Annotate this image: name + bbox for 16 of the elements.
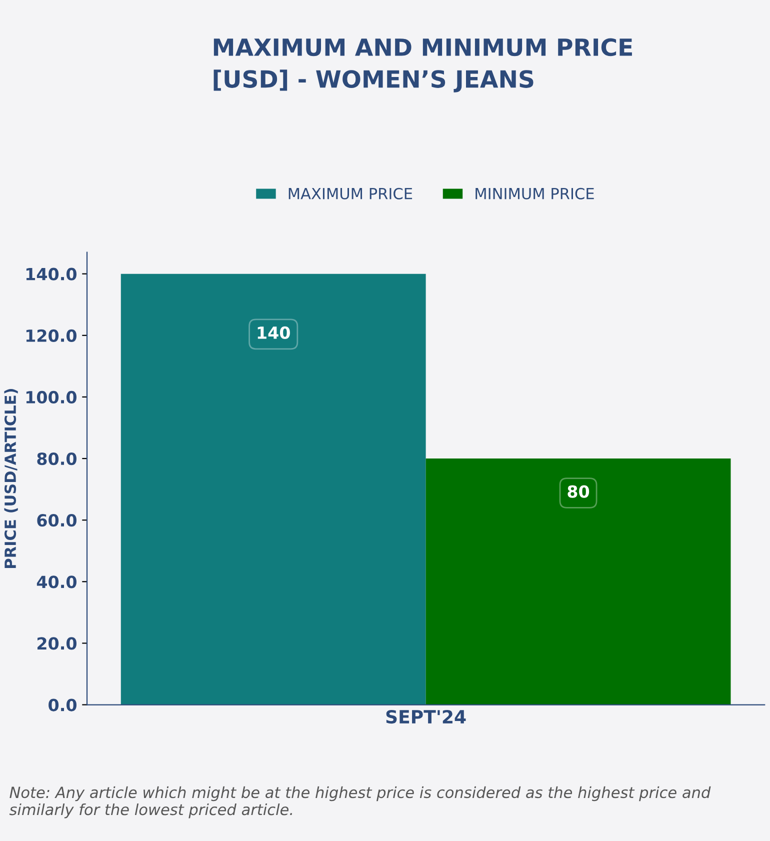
data-label: 80: [568, 485, 590, 498]
y-tick-label: 20.0: [37, 637, 76, 650]
x-tick-label: SEPT'24: [386, 710, 466, 724]
y-tick-label: 0.0: [48, 698, 76, 712]
legend-label: MINIMUM PRICE: [476, 188, 594, 200]
chart-title: MAXIMUM AND MINIMUM PRICE [USD] - WOMEN’S JEANS: [214, 38, 632, 92]
y-tick-label: 80.0: [37, 452, 76, 466]
legend-label: MAXIMUM PRICE: [288, 188, 412, 200]
y-tick-label: 120.0: [26, 329, 76, 342]
text: Note: Any article which might be at the highest price is considered as the highest price and similarly for the lowest priced article.: [9, 786, 711, 818]
y-tick-label: 100.0: [26, 390, 76, 404]
y-tick-label: 40.0: [36, 576, 76, 588]
y-axis-title: PRICE (USD/ARTICLE): [4, 389, 18, 568]
y-tick-label: 60.0: [37, 514, 76, 527]
data-label: 140: [258, 326, 290, 340]
y-tick-label: 140.0: [26, 268, 76, 280]
